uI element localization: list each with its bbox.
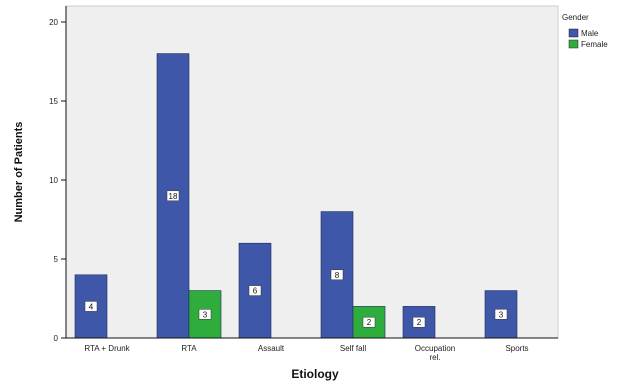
y-tick-label: 20 [49,18,58,27]
data-label: 18 [169,192,178,201]
legend-title: Gender [562,13,589,22]
x-tick-label: RTA + Drunk [84,344,130,353]
x-ticks-group: RTA + Drunk RTA Assault Self fall Occupation… [84,344,528,362]
data-label: 3 [499,310,504,319]
legend-swatch-male [568,28,579,38]
data-label-box [166,190,180,202]
y-tick-label: 0 [54,334,59,343]
legend-label-female: Female [581,40,608,49]
legend-swatch-female [568,39,579,49]
y-ticks-group: 0 5 10 15 20 [49,18,66,343]
x-tick-label: Self fall [340,344,366,353]
data-label: 2 [367,318,372,327]
data-label-box [412,316,426,328]
x-tick-label: Assault [258,344,285,353]
legend: Gender Male Female [562,13,608,49]
data-label-box [330,269,344,281]
data-label: 4 [89,302,94,311]
data-label-box [198,309,212,320]
data-label-box [362,316,376,328]
data-label-box [248,285,262,296]
y-tick-label: 5 [54,255,59,264]
x-tick-label: Occupation [415,344,455,353]
data-label: 8 [335,271,340,280]
data-label: 3 [203,310,208,319]
x-tick-label: Sports [505,344,528,353]
x-tick-label: RTA [181,344,197,353]
plot-area [65,5,559,339]
data-label: 6 [253,287,258,296]
bars-group: 4 18 3 6 8 2 2 3 [74,53,518,339]
x-tick-label: rel. [429,353,440,362]
data-label: 2 [417,318,422,327]
data-label-box [84,301,98,312]
y-tick-label: 10 [49,176,58,185]
y-axis-title: Number of Patients [13,122,25,223]
legend-label-male: Male [581,29,599,38]
data-label-box [494,309,508,320]
y-tick-label: 15 [49,97,58,106]
x-axis-title: Etiology [291,367,339,381]
